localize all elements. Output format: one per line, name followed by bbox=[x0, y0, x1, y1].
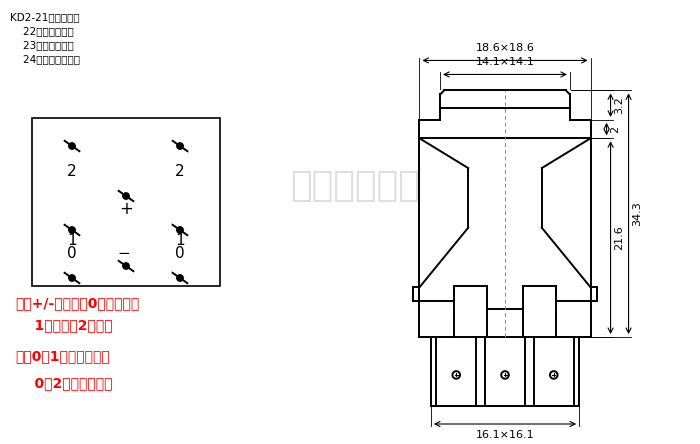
Circle shape bbox=[177, 227, 183, 233]
Circle shape bbox=[122, 263, 130, 269]
Text: 21.6: 21.6 bbox=[615, 225, 624, 250]
Text: 34.3: 34.3 bbox=[633, 201, 643, 226]
Circle shape bbox=[69, 143, 75, 149]
Text: 24：不带锁不带灯: 24：不带锁不带灯 bbox=[10, 54, 80, 64]
Text: 22：不带锁带灯: 22：不带锁带灯 bbox=[10, 26, 74, 36]
Circle shape bbox=[122, 193, 130, 199]
Text: 2: 2 bbox=[67, 163, 77, 178]
Text: 14.1×14.1: 14.1×14.1 bbox=[475, 57, 534, 67]
Circle shape bbox=[69, 227, 75, 233]
Text: 1为常闭、2为常开: 1为常闭、2为常开 bbox=[15, 318, 113, 332]
Text: 0和2接线按下通电: 0和2接线按下通电 bbox=[15, 376, 113, 390]
Text: 1: 1 bbox=[67, 233, 77, 247]
Text: 0: 0 bbox=[175, 246, 185, 261]
Text: 16.1×16.1: 16.1×16.1 bbox=[476, 430, 534, 440]
Text: 18.6×18.6: 18.6×18.6 bbox=[475, 44, 534, 53]
Text: 3.2: 3.2 bbox=[615, 96, 624, 114]
Circle shape bbox=[177, 275, 183, 281]
Text: 注：+/-为灯脚、0为公共脚、: 注：+/-为灯脚、0为公共脚、 bbox=[15, 296, 139, 310]
Text: −: − bbox=[118, 246, 130, 262]
Circle shape bbox=[69, 275, 75, 281]
Text: 2: 2 bbox=[175, 163, 185, 178]
Bar bbox=[32, 118, 220, 286]
Text: 0: 0 bbox=[67, 246, 77, 261]
Circle shape bbox=[177, 143, 183, 149]
Text: 23：带锁不带灯: 23：带锁不带灯 bbox=[10, 40, 74, 50]
Text: KD2-21：带锁带灯: KD2-21：带锁带灯 bbox=[10, 12, 80, 22]
Text: 南洋机电仪表: 南洋机电仪表 bbox=[290, 169, 420, 203]
Text: 1: 1 bbox=[175, 233, 185, 247]
Text: 列：0和1接线按下断电: 列：0和1接线按下断电 bbox=[15, 349, 110, 363]
Text: 2: 2 bbox=[610, 126, 621, 133]
Text: +: + bbox=[119, 200, 133, 218]
